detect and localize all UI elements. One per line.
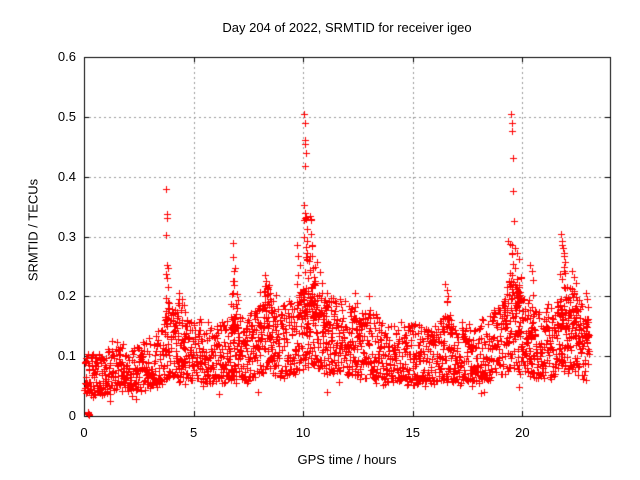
y-tick-label: 0.1 — [57, 348, 76, 364]
x-tick-label: 0 — [80, 425, 88, 440]
y-tick-label: 0.3 — [57, 228, 76, 244]
y-tick-label: 0.6 — [57, 49, 76, 64]
x-tick-label: 10 — [295, 425, 311, 440]
y-tick-label: 0.5 — [57, 108, 76, 124]
y-tick-label: 0.4 — [57, 168, 76, 184]
y-tick-label: 0.2 — [57, 288, 76, 304]
x-axis-label: GPS time / hours — [297, 452, 397, 467]
x-tick-label: 20 — [515, 425, 530, 440]
y-tick-label: 0 — [68, 408, 76, 423]
x-tick-label: 15 — [405, 425, 420, 440]
x-tick-label: 5 — [189, 425, 198, 440]
chart-title: Day 204 of 2022, SRMTID for receiver ige… — [222, 20, 472, 35]
